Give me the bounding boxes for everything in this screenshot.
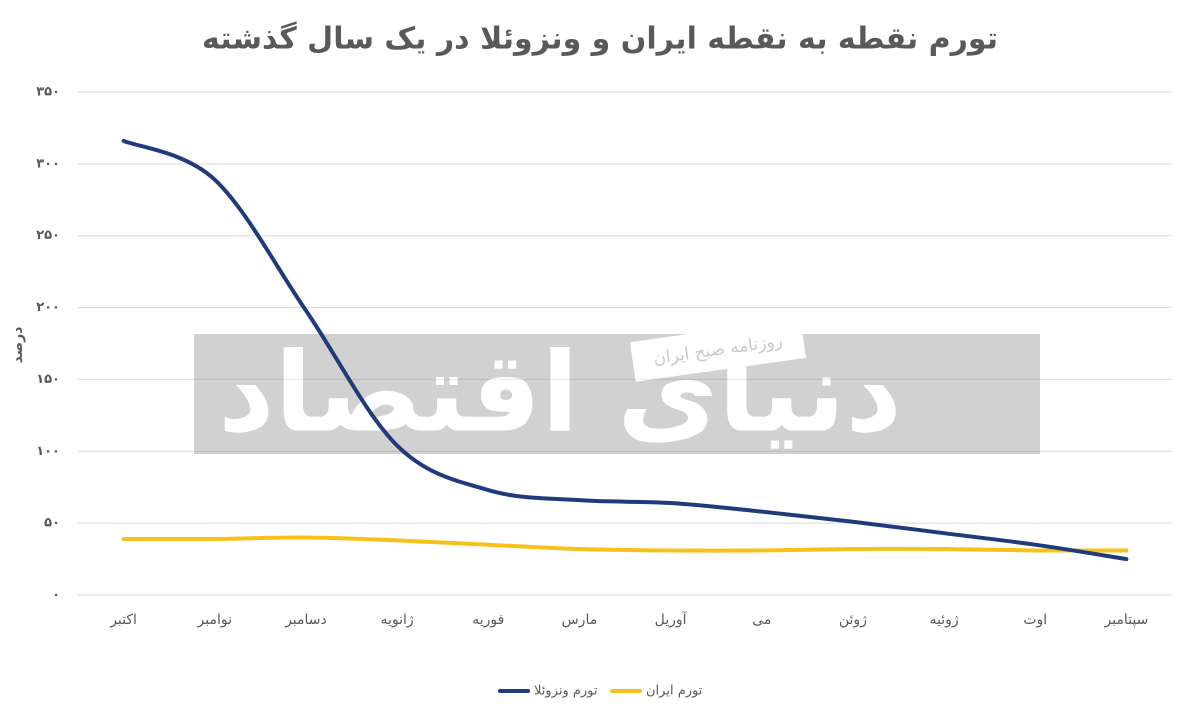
y-axis-label: درصد [10, 327, 26, 364]
y-tick-label: ۱۵۰ [36, 372, 60, 387]
legend-label: تورم ایران [646, 684, 703, 699]
y-tick-label: ۲۵۰ [36, 228, 60, 243]
y-tick-label: ۱۰۰ [36, 444, 60, 459]
x-tick-label: ژوئن [839, 612, 867, 628]
y-tick-label: ۳۵۰ [36, 85, 60, 100]
x-tick-label: ژانویه [380, 612, 413, 628]
legend-label: تورم ونزوئلا [534, 684, 598, 699]
x-tick-label: آوریل [655, 611, 688, 628]
watermark-tag-box [630, 318, 806, 382]
x-tick-label: فوریه [472, 612, 504, 628]
x-tick-label: مارس [562, 612, 598, 628]
y-tick-label: ۳۰۰ [36, 156, 60, 171]
watermark: دنیای اقتصاد روزنامه صبح ایران [194, 318, 1040, 456]
x-tick-label: می [752, 612, 771, 628]
chart-title: تورم نقطه به نقطه ایران و ونزوئلا در یک … [202, 21, 998, 57]
y-tick-label: ۵۰ [44, 516, 60, 531]
y-tick-label: ۰ [52, 588, 60, 603]
series-line [121, 138, 1129, 562]
x-tick-label: سپتامبر [1103, 612, 1148, 628]
x-tick-label: نوامبر [197, 612, 232, 628]
x-tick-label: اوت [1023, 612, 1047, 628]
x-tick-label: اکتبر [109, 612, 137, 628]
y-tick-label: ۲۰۰ [36, 300, 60, 315]
x-tick-label: دسامبر [284, 612, 327, 628]
series-line [121, 535, 1129, 553]
x-tick-label: ژوئیه [930, 612, 959, 628]
